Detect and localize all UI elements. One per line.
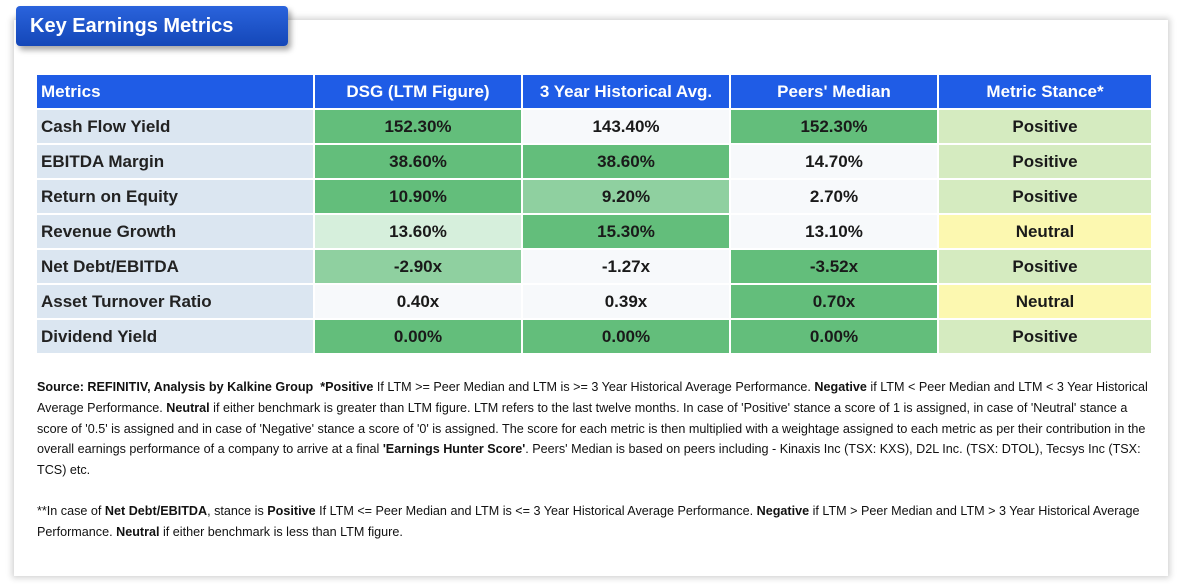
positive-label: *Positive — [320, 380, 374, 394]
column-header-stance: Metric Stance* — [939, 75, 1151, 108]
note-text: . Peers' Median is based on peers includ… — [37, 442, 1141, 478]
historical-value: 0.00% — [523, 320, 729, 353]
panel-title: Key Earnings Metrics — [16, 6, 288, 46]
note-text: if either benchmark is greater than LTM … — [37, 400, 1146, 457]
metric-name: EBITDA Margin — [37, 145, 313, 178]
stance-value: Positive — [939, 320, 1151, 353]
source-label: Source: REFINITIV, Analysis by Kalkine G… — [37, 380, 314, 394]
net-debt-note: **In case of Net Debt/EBITDA, stance is … — [37, 501, 1149, 543]
column-header-peers: Peers' Median — [731, 75, 937, 108]
metric-name: Net Debt/EBITDA — [37, 250, 313, 283]
metric-name: Cash Flow Yield — [37, 110, 313, 143]
stance-value: Positive — [939, 110, 1151, 143]
metric-name: Dividend Yield — [37, 320, 313, 353]
historical-value: 9.20% — [523, 180, 729, 213]
table-row: Return on Equity 10.90% 9.20% 2.70% Posi… — [37, 180, 1151, 213]
historical-value: 143.40% — [523, 110, 729, 143]
column-header-ltm: DSG (LTM Figure) — [315, 75, 521, 108]
note-text: If LTM >= Peer Median and LTM is >= 3 Ye… — [373, 380, 815, 394]
column-header-metrics: Metrics — [37, 75, 313, 108]
table-row: EBITDA Margin 38.60% 38.60% 14.70% Posit… — [37, 145, 1151, 178]
table-row: Revenue Growth 13.60% 15.30% 13.10% Neut… — [37, 215, 1151, 248]
footnotes: Source: REFINITIV, Analysis by Kalkine G… — [37, 377, 1149, 543]
earnings-metrics-table: Metrics DSG (LTM Figure) 3 Year Historic… — [35, 73, 1153, 355]
note-text: **In case of — [37, 503, 105, 518]
stance-value: Positive — [939, 145, 1151, 178]
neutral-label: Neutral — [166, 400, 210, 415]
table-row: Dividend Yield 0.00% 0.00% 0.00% Positiv… — [37, 320, 1151, 353]
metric-name: Revenue Growth — [37, 215, 313, 248]
table-header-row: Metrics DSG (LTM Figure) 3 Year Historic… — [37, 75, 1151, 108]
peers-value: 2.70% — [731, 180, 937, 213]
ltm-value: -2.90x — [315, 250, 521, 283]
metric-name: Asset Turnover Ratio — [37, 285, 313, 318]
stance-value: Positive — [939, 180, 1151, 213]
note-text: if either benchmark is less than LTM fig… — [159, 524, 403, 539]
note-text: If LTM <= Peer Median and LTM is <= 3 Ye… — [315, 503, 757, 518]
peers-value: 13.10% — [731, 215, 937, 248]
historical-value: -1.27x — [523, 250, 729, 283]
note-text: if LTM > Peer Median and LTM > 3 Year Hi… — [37, 503, 1140, 539]
note-text: if LTM < Peer Median and LTM < 3 Year Hi… — [37, 380, 1148, 415]
ltm-value: 38.60% — [315, 145, 521, 178]
negative-label: Negative — [814, 380, 867, 394]
stance-value: Neutral — [939, 215, 1151, 248]
neutral-label: Neutral — [116, 524, 160, 539]
score-label: 'Earnings Hunter Score' — [382, 442, 526, 457]
ltm-value: 0.40x — [315, 285, 521, 318]
historical-value: 0.39x — [523, 285, 729, 318]
note-text: , stance is — [207, 503, 268, 518]
metric-label: Net Debt/EBITDA — [104, 503, 208, 518]
peers-value: 14.70% — [731, 145, 937, 178]
ltm-value: 0.00% — [315, 320, 521, 353]
peers-value: 0.00% — [731, 320, 937, 353]
metric-name: Return on Equity — [37, 180, 313, 213]
historical-value: 38.60% — [523, 145, 729, 178]
ltm-value: 10.90% — [315, 180, 521, 213]
table-row: Asset Turnover Ratio 0.40x 0.39x 0.70x N… — [37, 285, 1151, 318]
positive-label: Positive — [267, 503, 316, 518]
table-row: Net Debt/EBITDA -2.90x -1.27x -3.52x Pos… — [37, 250, 1151, 283]
methodology-note: Source: REFINITIV, Analysis by Kalkine G… — [37, 377, 1149, 481]
peers-value: 0.70x — [731, 285, 937, 318]
peers-value: 152.30% — [731, 110, 937, 143]
ltm-value: 13.60% — [315, 215, 521, 248]
table-row: Cash Flow Yield 152.30% 143.40% 152.30% … — [37, 110, 1151, 143]
historical-value: 15.30% — [523, 215, 729, 248]
negative-label: Negative — [756, 503, 810, 518]
ltm-value: 152.30% — [315, 110, 521, 143]
peers-value: -3.52x — [731, 250, 937, 283]
stance-value: Positive — [939, 250, 1151, 283]
column-header-historical: 3 Year Historical Avg. — [523, 75, 729, 108]
stance-value: Neutral — [939, 285, 1151, 318]
